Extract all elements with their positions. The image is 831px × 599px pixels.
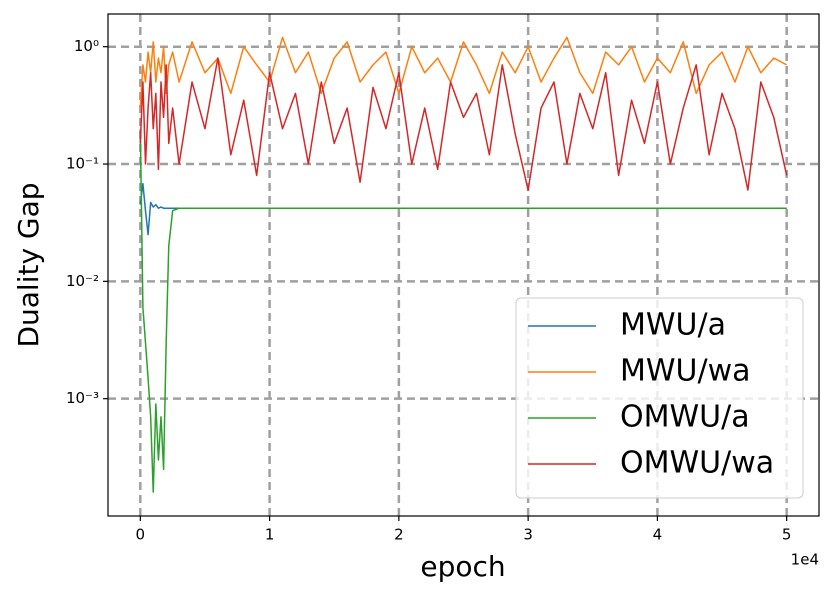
legend-label: OMWU/wa (620, 446, 774, 481)
ticks: 0 1 2 3 4 5 10⁻³ 10⁻² 10⁻¹ 10⁰ (66, 37, 791, 543)
x-tick-label: 0 (136, 526, 146, 544)
legend-label: MWU/a (620, 308, 726, 343)
series-line (139, 57, 788, 191)
x-tick-label: 3 (523, 526, 533, 544)
x-axis-label: epoch (420, 550, 505, 583)
x-tick-label: 1 (265, 526, 275, 544)
legend-label: OMWU/a (620, 400, 750, 435)
axes-frame (107, 13, 820, 517)
x-offset-label: 1e4 (791, 551, 819, 569)
x-tick-label: 2 (394, 526, 404, 544)
y-axis-label: Duality Gap (12, 182, 45, 347)
y-tick-label: 10⁻¹ (66, 155, 99, 173)
legend-label: MWU/wa (620, 354, 751, 389)
legend-box (515, 297, 804, 499)
x-tick-label: 5 (782, 526, 792, 544)
y-tick-label: 10⁻² (66, 272, 99, 290)
series-line (139, 128, 787, 493)
x-tick-label: 4 (653, 526, 663, 544)
series-line (139, 36, 788, 109)
legend: MWU/a MWU/wa OMWU/a OMWU/wa (515, 297, 804, 499)
y-tick-label: 10⁻³ (66, 389, 99, 407)
y-tick-label: 10⁰ (74, 37, 99, 55)
plot-lines (139, 36, 788, 493)
